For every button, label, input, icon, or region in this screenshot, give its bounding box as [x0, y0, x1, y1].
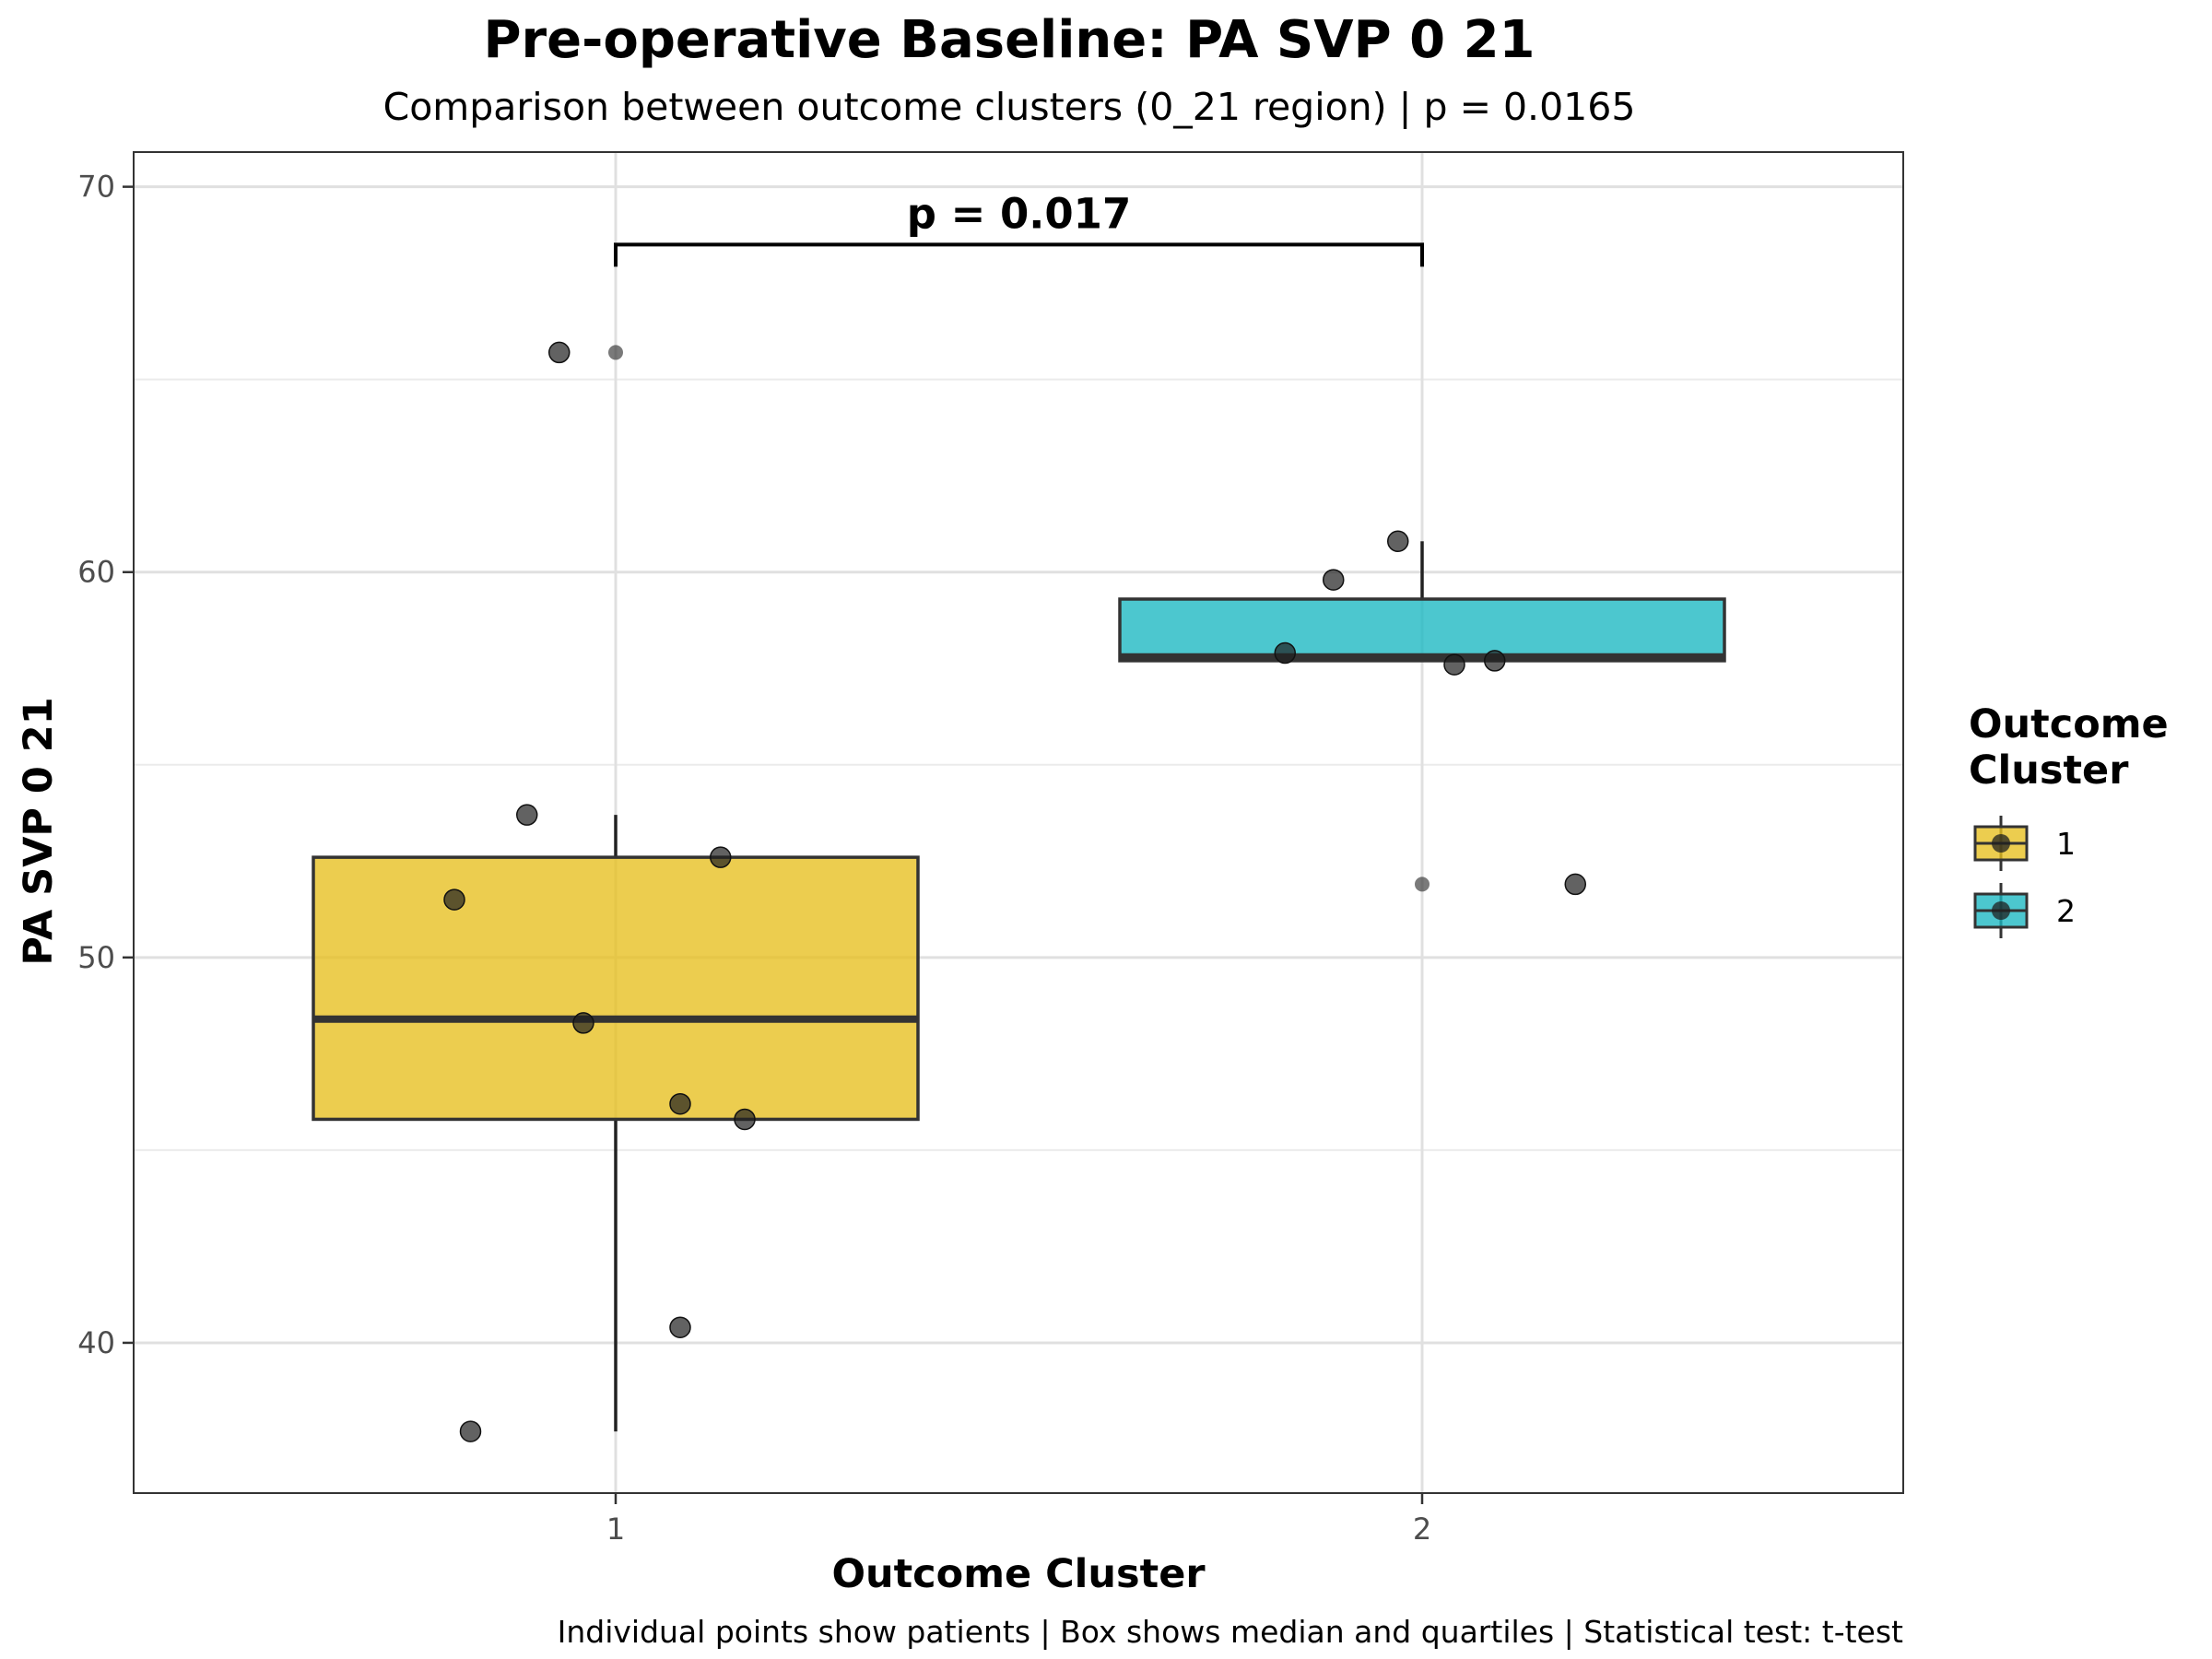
- patient-point: [1484, 650, 1506, 672]
- data-points: [443, 341, 1586, 1442]
- patient-point: [669, 1092, 691, 1115]
- legend-title-line-2: Cluster: [1969, 747, 2129, 794]
- patient-point: [548, 341, 571, 364]
- patient-point: [572, 1012, 594, 1034]
- x-tick-label: 1: [606, 1512, 625, 1547]
- legend-label: 2: [2056, 893, 2076, 929]
- patient-point: [443, 888, 465, 911]
- patient-point: [1274, 641, 1296, 665]
- plot-panel-border: [133, 151, 1904, 1494]
- patient-point: [669, 1316, 691, 1338]
- y-tick-label: 70: [77, 170, 115, 205]
- significance-label: p = 0.017: [907, 189, 1132, 238]
- patient-point: [710, 846, 732, 868]
- grid-lines: [134, 152, 1903, 1493]
- patient-point: [516, 804, 538, 826]
- patient-point: [734, 1108, 756, 1131]
- patient-point: [1443, 653, 1465, 676]
- chart-caption: Individual points show patients | Box sh…: [558, 1614, 1903, 1650]
- axes: 40 50 60 70 1 2: [77, 170, 1431, 1547]
- chart-subtitle: Comparison between outcome clusters (0_2…: [383, 85, 1636, 129]
- legend-label: 1: [2056, 826, 2076, 862]
- legend: Outcome Cluster 1 2: [1969, 701, 2169, 938]
- significance-bracket: [614, 242, 1424, 267]
- plot-panel-background: [134, 152, 1903, 1493]
- significance-annotation: p = 0.017: [614, 189, 1424, 267]
- legend-key-point: [1992, 834, 2010, 853]
- legend-title-line-1: Outcome: [1969, 701, 2169, 747]
- patient-point: [1323, 569, 1345, 591]
- outlier-point: [608, 345, 623, 360]
- y-axis-title: PA SVP 0 21: [16, 697, 62, 965]
- legend-key-point: [1992, 901, 2010, 920]
- patient-point: [459, 1420, 482, 1442]
- y-tick-label: 50: [77, 940, 115, 975]
- box-cluster-2: [1118, 597, 1726, 663]
- y-tick-label: 60: [77, 555, 115, 590]
- boxes: [312, 345, 1726, 1432]
- outlier-point: [1415, 877, 1430, 892]
- box-cluster-1: [312, 855, 920, 1122]
- patient-point: [1387, 530, 1409, 553]
- x-axis-title: Outcome Cluster: [831, 1551, 1206, 1597]
- chart-title: Pre-operative Baseline: PA SVP 0 21: [483, 10, 1535, 70]
- patient-point: [1564, 873, 1586, 896]
- x-tick-label: 2: [1413, 1512, 1431, 1547]
- y-tick-label: 40: [77, 1325, 115, 1360]
